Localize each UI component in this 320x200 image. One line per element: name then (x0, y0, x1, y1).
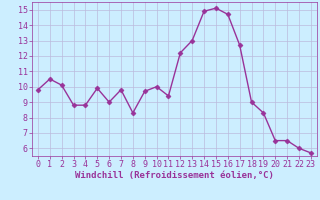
X-axis label: Windchill (Refroidissement éolien,°C): Windchill (Refroidissement éolien,°C) (75, 171, 274, 180)
